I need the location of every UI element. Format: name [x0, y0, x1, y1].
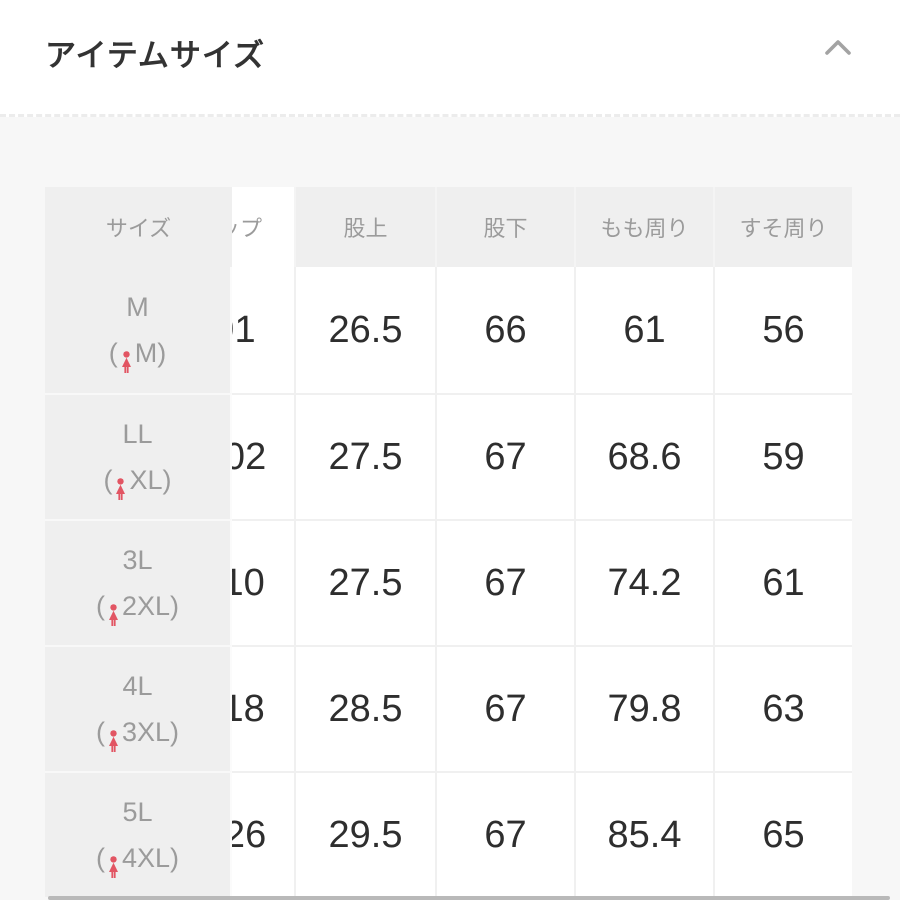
- size-equiv: ( M ): [109, 330, 166, 376]
- size-label-cell: M ( M ): [45, 267, 232, 393]
- size-equiv: ( 3XL ): [96, 709, 179, 755]
- hem-cell: 65: [713, 771, 852, 897]
- female-figure-icon: [113, 469, 128, 500]
- hem-cell: 56: [713, 267, 852, 393]
- size-equiv: ( XL ): [103, 457, 172, 503]
- size-label: M: [126, 292, 149, 322]
- female-figure-icon: [119, 342, 134, 373]
- header-cell-thigh: もも周り: [574, 187, 713, 267]
- size-label-cell: LL ( XL ): [45, 393, 232, 519]
- female-figure-icon: [106, 595, 121, 626]
- inseam-cell: 66: [435, 267, 574, 393]
- chevron-up-icon: [823, 38, 853, 61]
- rise-cell: 27.5: [294, 393, 435, 519]
- hip-cell-clipped: 91: [232, 267, 294, 393]
- horizontal-scrollbar[interactable]: [48, 896, 890, 900]
- collapse-button[interactable]: [820, 34, 856, 64]
- hip-cell-clipped: 102: [232, 393, 294, 519]
- size-label: 3L: [122, 545, 153, 575]
- header-cell-rise: 股上: [294, 187, 435, 267]
- header-cell-inseam: 股下: [435, 187, 574, 267]
- page-title: アイテムサイズ: [45, 38, 265, 73]
- hip-cell-clipped: 118: [232, 645, 294, 771]
- inseam-cell: 67: [435, 393, 574, 519]
- thigh-cell: 74.2: [574, 519, 713, 645]
- thigh-cell: 79.8: [574, 645, 713, 771]
- rise-cell: 29.5: [294, 771, 435, 897]
- size-equiv: ( 4XL ): [96, 835, 179, 881]
- panel-header: アイテムサイズ: [0, 0, 900, 117]
- hem-cell: 61: [713, 519, 852, 645]
- size-equiv: ( 2XL ): [96, 583, 179, 629]
- size-label-cell: 4L ( 3XL ): [45, 645, 232, 771]
- size-label-cell: 3L ( 2XL ): [45, 519, 232, 645]
- size-label: 5L: [122, 797, 153, 827]
- rise-cell: 28.5: [294, 645, 435, 771]
- size-label: LL: [122, 419, 153, 449]
- hip-cell-clipped: 126: [232, 771, 294, 897]
- header-cell-hem: すそ周り: [713, 187, 852, 267]
- hem-cell: 63: [713, 645, 852, 771]
- size-table[interactable]: サイズ ヒップ 股上 股下 もも周り すそ周り M ( M: [45, 187, 852, 897]
- inseam-cell: 67: [435, 771, 574, 897]
- header-cell-hip-clipped: ヒップ: [232, 187, 294, 267]
- thigh-cell: 61: [574, 267, 713, 393]
- size-label: 4L: [122, 671, 153, 701]
- hip-cell-clipped: 110: [232, 519, 294, 645]
- hem-cell: 59: [713, 393, 852, 519]
- inseam-cell: 67: [435, 645, 574, 771]
- thigh-cell: 85.4: [574, 771, 713, 897]
- header-cell-size: サイズ: [45, 187, 232, 267]
- rise-cell: 27.5: [294, 519, 435, 645]
- inseam-cell: 67: [435, 519, 574, 645]
- female-figure-icon: [106, 721, 121, 752]
- rise-cell: 26.5: [294, 267, 435, 393]
- female-figure-icon: [106, 847, 121, 878]
- thigh-cell: 68.6: [574, 393, 713, 519]
- size-label-cell: 5L ( 4XL ): [45, 771, 232, 897]
